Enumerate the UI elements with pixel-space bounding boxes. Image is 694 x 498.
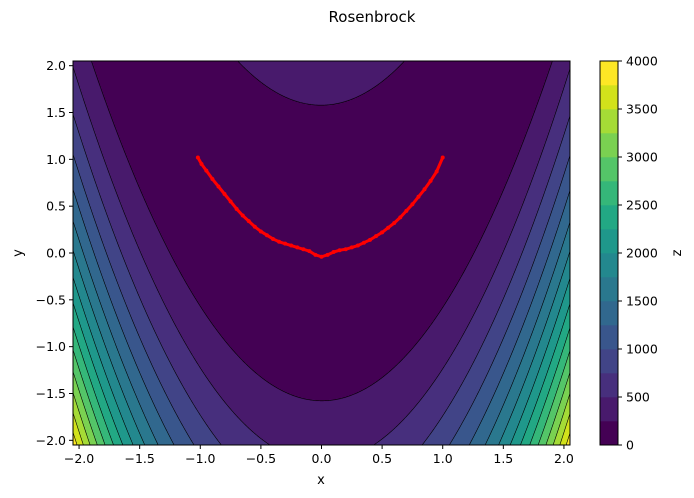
colorbar-segment — [600, 373, 618, 397]
path-point — [223, 192, 227, 196]
path-point — [199, 162, 203, 166]
colorbar-segment — [600, 325, 618, 349]
path-point — [259, 229, 263, 233]
path-point — [283, 242, 287, 246]
path-point — [362, 241, 366, 245]
path-point — [435, 170, 439, 174]
path-point — [350, 245, 354, 249]
path-point — [416, 195, 420, 199]
colorbar-segment — [600, 253, 618, 277]
colorbar-segment — [600, 229, 618, 253]
x-tick-label: −0.5 — [246, 451, 276, 466]
colorbar-segment — [600, 181, 618, 205]
path-point — [216, 185, 220, 189]
path-point — [235, 207, 239, 211]
chart-title: Rosenbrock — [329, 8, 416, 26]
path-point — [423, 187, 427, 191]
path-point — [380, 230, 384, 234]
path-point — [326, 253, 330, 257]
colorbar-tick-label: 3500 — [626, 102, 658, 117]
y-axis-label: y — [11, 249, 26, 257]
path-point — [196, 155, 200, 159]
colorbar: 0 500 1000 1500 2000 2500 3000 3500 4000 — [600, 54, 658, 453]
y-tick-label: −2.0 — [36, 433, 66, 448]
colorbar-segment — [600, 109, 618, 133]
x-tick-label: −1.5 — [124, 451, 154, 466]
y-tick-label: 0.5 — [46, 199, 66, 214]
path-point — [344, 247, 348, 251]
path-point — [392, 221, 396, 225]
path-point — [404, 209, 408, 213]
path-point — [271, 237, 275, 241]
path-point — [368, 238, 372, 242]
path-point — [210, 177, 214, 181]
contour-fill — [73, 61, 570, 445]
path-point — [265, 233, 269, 237]
x-tick-label: 1.0 — [433, 451, 453, 466]
path-point — [229, 199, 233, 203]
path-point — [204, 169, 208, 173]
x-tick-label: 0.0 — [312, 451, 332, 466]
colorbar-segment — [600, 205, 618, 229]
colorbar-tick-label: 2500 — [626, 198, 658, 213]
contour-line — [73, 0, 570, 44]
x-axis: −2.0 −1.5 −1.0 −0.5 0.0 0.5 1.0 1.5 2.0 — [64, 445, 574, 466]
path-point — [332, 250, 336, 254]
x-tick-label: −2.0 — [64, 451, 94, 466]
colorbar-segment — [600, 349, 618, 373]
path-point — [253, 225, 257, 229]
y-axis: −2.0 −1.5 −1.0 −0.5 0.0 0.5 1.0 1.5 2.0 — [36, 58, 73, 448]
colorbar-tick-label: 1000 — [626, 342, 658, 357]
colorbar-tick-label: 2000 — [626, 246, 658, 261]
y-tick-label: 0.0 — [46, 246, 66, 261]
colorbar-tick-label: 0 — [626, 438, 634, 453]
colorbar-segment — [600, 85, 618, 109]
path-point — [398, 215, 402, 219]
colorbar-segment — [600, 61, 618, 85]
y-tick-label: 1.5 — [46, 105, 66, 120]
colorbar-segment — [600, 301, 618, 325]
contour-plot — [73, 0, 570, 498]
x-tick-label: 2.0 — [554, 451, 574, 466]
x-tick-label: 0.5 — [372, 451, 392, 466]
colorbar-segment — [600, 157, 618, 181]
colorbar-label: z — [670, 249, 685, 256]
path-point — [289, 244, 293, 248]
path-point — [338, 248, 342, 252]
x-tick-label: −1.0 — [185, 451, 215, 466]
path-point — [386, 226, 390, 230]
y-tick-label: −0.5 — [36, 292, 66, 307]
colorbar-segment — [600, 421, 618, 445]
x-axis-label: x — [317, 473, 325, 488]
colorbar-tick-label: 500 — [626, 390, 650, 405]
path-point — [277, 240, 281, 244]
path-point — [356, 244, 360, 248]
path-point — [410, 202, 414, 206]
y-tick-label: 2.0 — [46, 58, 66, 73]
colorbar-segment — [600, 133, 618, 157]
path-point — [429, 179, 433, 183]
path-point — [247, 219, 251, 223]
y-tick-label: 1.0 — [46, 152, 66, 167]
path-point — [295, 245, 299, 249]
y-tick-label: −1.0 — [36, 339, 66, 354]
colorbar-tick-label: 4000 — [626, 54, 658, 69]
y-tick-label: −1.5 — [36, 386, 66, 401]
path-point — [241, 214, 245, 218]
colorbar-tick-label: 3000 — [626, 150, 658, 165]
path-point — [320, 255, 324, 259]
x-tick-label: 1.5 — [493, 451, 513, 466]
path-point — [301, 247, 305, 251]
path-point — [441, 155, 445, 159]
colorbar-segment — [600, 277, 618, 301]
colorbar-tick-label: 1500 — [626, 294, 658, 309]
path-point — [374, 234, 378, 238]
colorbar-segment — [600, 397, 618, 421]
path-point — [307, 249, 311, 253]
path-point — [313, 253, 317, 257]
